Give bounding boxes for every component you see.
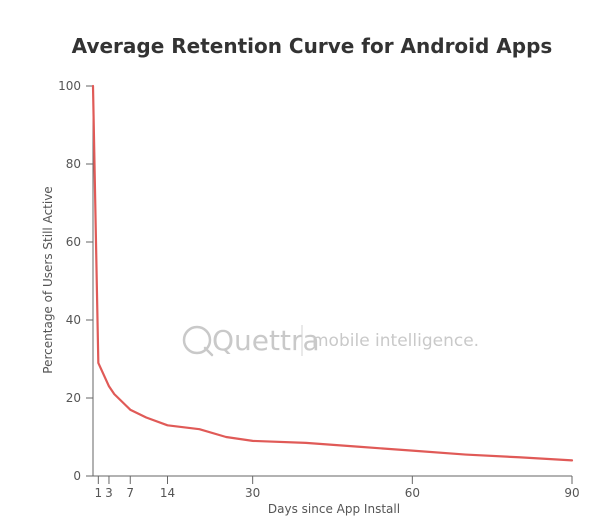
x-tick-label: 60 [405, 486, 420, 500]
watermark-tagline: mobile intelligence. [312, 331, 479, 351]
chart-title: Average Retention Curve for Android Apps [72, 34, 553, 58]
y-tick-label: 40 [66, 313, 81, 327]
x-tick-label: 90 [564, 486, 579, 500]
y-tick-label: 0 [73, 469, 81, 483]
y-tick-label: 100 [58, 79, 81, 93]
y-tick-label: 60 [66, 235, 81, 249]
ticks-group: 0 20 40 60 80 100 1 3 7 14 30 60 90 [58, 79, 580, 500]
y-axis-label: Percentage of Users Still Active [41, 186, 55, 373]
x-tick-label: 30 [245, 486, 260, 500]
axes-group [92, 86, 572, 477]
x-axis-label: Days since App Install [268, 502, 400, 516]
watermark: Quettra mobile intelligence. [182, 324, 479, 357]
retention-line [91, 84, 574, 462]
x-tick-label: 1 [95, 486, 103, 500]
x-tick-label: 3 [105, 486, 113, 500]
y-tick-label: 80 [66, 157, 81, 171]
quettra-logo-icon [182, 325, 214, 357]
series-group [91, 84, 574, 462]
x-tick-label: 7 [126, 486, 134, 500]
x-tick-label: 14 [160, 486, 175, 500]
y-tick-label: 20 [66, 391, 81, 405]
watermark-brand: Quettra [212, 324, 320, 357]
